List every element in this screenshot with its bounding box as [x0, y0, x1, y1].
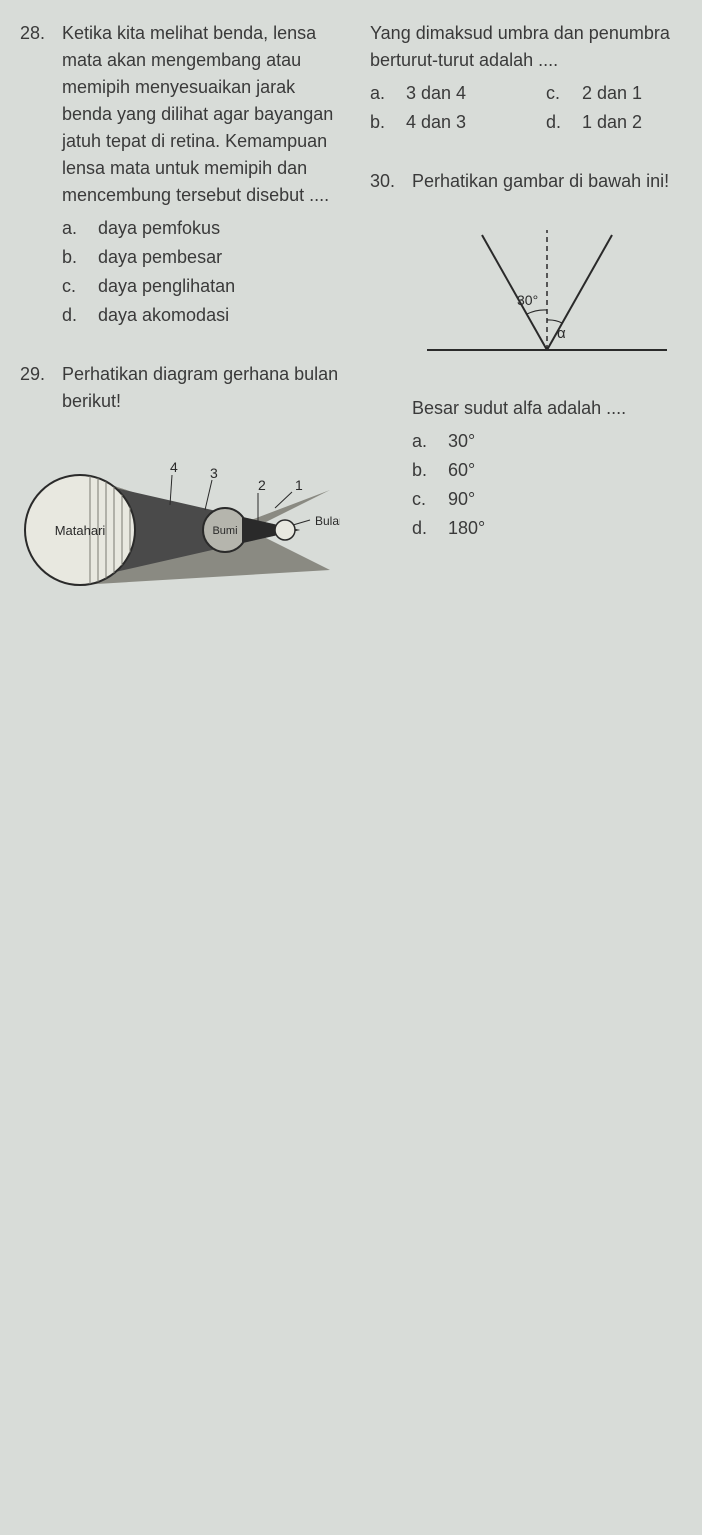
option-a: a. daya pemfokus — [62, 215, 340, 242]
option-letter: d. — [412, 515, 434, 542]
question-number: 30. — [370, 168, 400, 544]
region-label-3: 3 — [210, 465, 218, 481]
option-letter: a. — [412, 428, 434, 455]
option-letter: b. — [370, 109, 392, 136]
question-text: Perhatikan gambar di bawah ini! — [412, 168, 682, 195]
option-c: c. 2 dan 1 — [546, 80, 682, 107]
option-letter: d. — [546, 109, 568, 136]
option-text: 90° — [448, 486, 475, 513]
option-a: a. 30° — [412, 428, 682, 455]
option-d: d. 1 dan 2 — [546, 109, 682, 136]
option-text: 2 dan 1 — [582, 80, 642, 107]
question-29-continued: Yang dimaksud umbra dan penumbra berturu… — [370, 20, 682, 138]
option-text: daya akomodasi — [98, 302, 229, 329]
region-label-4: 4 — [170, 459, 178, 475]
option-letter: d. — [62, 302, 84, 329]
option-letter: c. — [546, 80, 568, 107]
option-letter: a. — [62, 215, 84, 242]
question-30: 30. Perhatikan gambar di bawah ini! — [370, 168, 682, 544]
eclipse-diagram: Matahari Bumi Bulan 1 2 3 — [20, 430, 340, 630]
moon-label: Bulan — [315, 514, 340, 528]
region-label-1: 1 — [295, 477, 303, 493]
mirror-angle-diagram: 30° α — [412, 210, 682, 380]
angle-alpha-label: α — [557, 325, 566, 342]
option-text: 30° — [448, 428, 475, 455]
option-letter: b. — [62, 244, 84, 271]
option-b: b. 60° — [412, 457, 682, 484]
sun-label: Matahari — [55, 523, 106, 538]
option-d: d. 180° — [412, 515, 682, 542]
option-b: b. 4 dan 3 — [370, 109, 506, 136]
option-text: daya pemfokus — [98, 215, 220, 242]
option-text: 3 dan 4 — [406, 80, 466, 107]
angle-30-label: 30° — [517, 292, 538, 308]
option-letter: a. — [370, 80, 392, 107]
option-a: a. 3 dan 4 — [370, 80, 506, 107]
question-followup: Besar sudut alfa adalah .... — [412, 395, 682, 422]
option-b: b. daya pembesar — [62, 244, 340, 271]
option-letter: c. — [62, 273, 84, 300]
region-label-2: 2 — [258, 477, 266, 493]
option-text: daya penglihatan — [98, 273, 235, 300]
question-number: 29. — [20, 361, 50, 415]
earth-label: Bumi — [212, 525, 237, 537]
question-text: Ketika kita melihat benda, lensa mata ak… — [62, 20, 340, 209]
question-28: 28. Ketika kita melihat benda, lensa mat… — [20, 20, 340, 331]
option-text: 60° — [448, 457, 475, 484]
option-c: c. daya penglihatan — [62, 273, 340, 300]
option-text: 180° — [448, 515, 485, 542]
question-text: Perhatikan diagram gerhana bulan berikut… — [62, 361, 340, 415]
option-c: c. 90° — [412, 486, 682, 513]
option-d: d. daya akomodasi — [62, 302, 340, 329]
option-text: 1 dan 2 — [582, 109, 642, 136]
question-number: 28. — [20, 20, 50, 331]
option-letter: c. — [412, 486, 434, 513]
question-29: 29. Perhatikan diagram gerhana bulan ber… — [20, 361, 340, 630]
question-followup: Yang dimaksud umbra dan penumbra berturu… — [370, 20, 682, 74]
option-letter: b. — [412, 457, 434, 484]
option-text: daya pembesar — [98, 244, 222, 271]
option-text: 4 dan 3 — [406, 109, 466, 136]
